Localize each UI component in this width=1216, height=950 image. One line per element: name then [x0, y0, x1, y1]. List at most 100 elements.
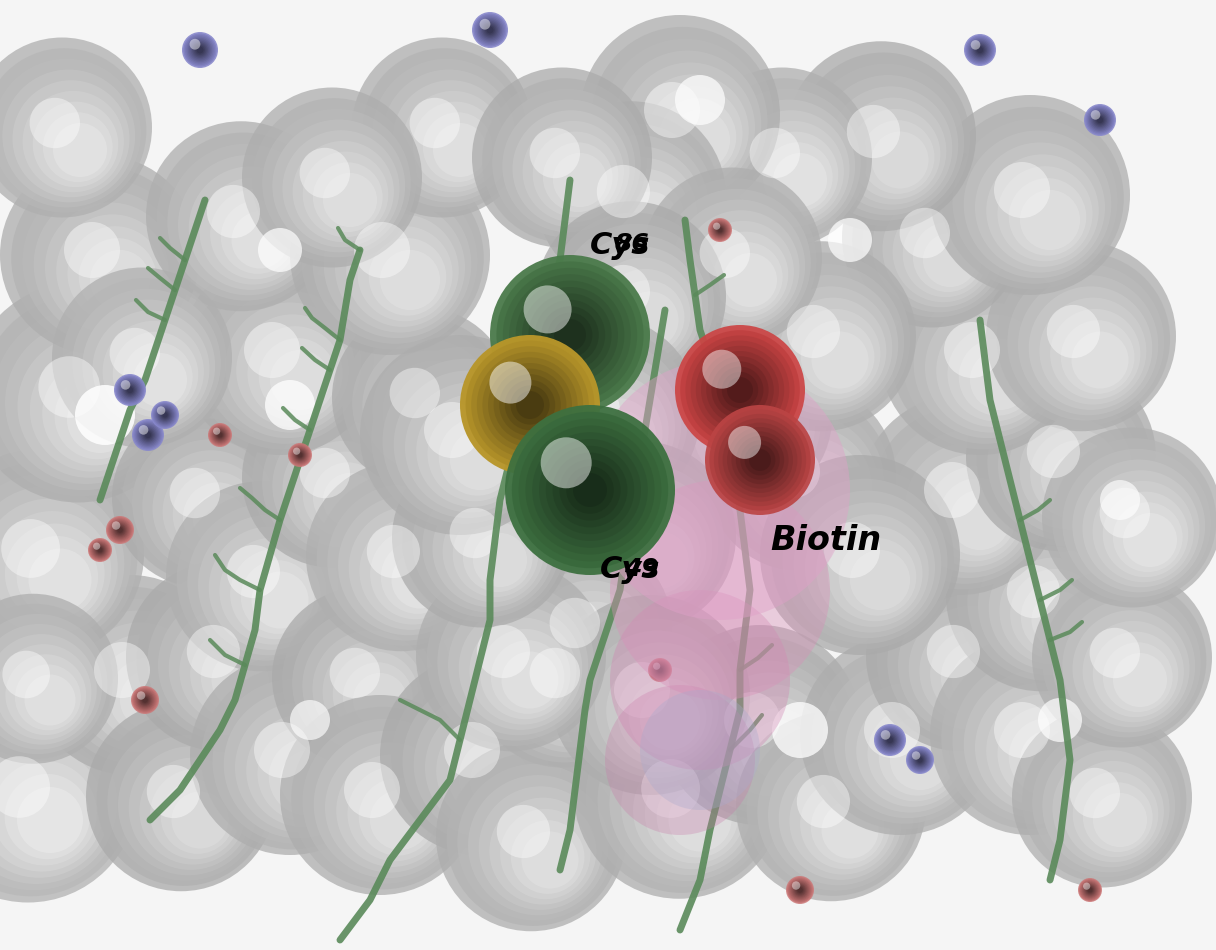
Circle shape	[323, 173, 377, 227]
Circle shape	[969, 39, 991, 61]
Circle shape	[1082, 470, 1199, 587]
Circle shape	[252, 398, 416, 562]
Circle shape	[877, 573, 1051, 746]
Circle shape	[972, 42, 989, 58]
Circle shape	[202, 667, 384, 849]
Circle shape	[913, 291, 1062, 438]
Circle shape	[750, 720, 810, 780]
Circle shape	[910, 750, 930, 770]
Circle shape	[199, 178, 306, 285]
Circle shape	[778, 756, 902, 880]
Circle shape	[865, 702, 921, 758]
Circle shape	[867, 706, 963, 801]
Circle shape	[1026, 425, 1080, 478]
Circle shape	[197, 47, 203, 53]
Circle shape	[640, 690, 700, 750]
Circle shape	[292, 609, 440, 757]
Circle shape	[107, 517, 133, 542]
Circle shape	[877, 727, 903, 753]
Circle shape	[379, 250, 440, 310]
Circle shape	[416, 394, 529, 507]
Circle shape	[610, 590, 790, 770]
Circle shape	[989, 546, 1113, 670]
Circle shape	[659, 98, 736, 176]
Circle shape	[295, 450, 304, 459]
Circle shape	[236, 314, 349, 427]
Circle shape	[413, 393, 467, 447]
Circle shape	[113, 332, 198, 417]
Text: Biotin: Biotin	[770, 523, 882, 557]
Circle shape	[1085, 105, 1115, 135]
Circle shape	[28, 548, 91, 612]
Circle shape	[930, 629, 1020, 719]
Circle shape	[11, 167, 193, 350]
Circle shape	[876, 725, 905, 754]
Circle shape	[744, 445, 776, 475]
Circle shape	[437, 741, 626, 931]
Circle shape	[182, 32, 218, 68]
Circle shape	[133, 419, 164, 451]
Circle shape	[1007, 565, 1060, 618]
Circle shape	[1097, 117, 1103, 124]
Circle shape	[610, 180, 685, 254]
Circle shape	[1038, 698, 1082, 742]
Circle shape	[653, 663, 668, 677]
Circle shape	[941, 640, 1014, 713]
Circle shape	[0, 282, 188, 503]
Circle shape	[792, 882, 800, 890]
Circle shape	[30, 348, 153, 471]
Circle shape	[1010, 569, 1100, 659]
Circle shape	[0, 594, 118, 764]
Circle shape	[886, 737, 894, 743]
Circle shape	[482, 78, 647, 242]
Circle shape	[368, 238, 446, 315]
Circle shape	[590, 360, 850, 620]
Circle shape	[153, 403, 176, 427]
Circle shape	[586, 701, 777, 893]
Circle shape	[146, 122, 336, 312]
Circle shape	[829, 86, 952, 210]
Circle shape	[477, 16, 503, 44]
Circle shape	[91, 541, 109, 560]
Circle shape	[452, 512, 539, 598]
Circle shape	[1091, 110, 1100, 120]
Circle shape	[0, 511, 111, 629]
Circle shape	[282, 130, 400, 247]
Circle shape	[0, 448, 143, 658]
Circle shape	[209, 526, 332, 650]
Circle shape	[23, 91, 124, 192]
Circle shape	[792, 471, 849, 528]
Circle shape	[986, 241, 1176, 431]
Circle shape	[457, 764, 614, 921]
Circle shape	[90, 540, 111, 560]
Circle shape	[190, 39, 210, 61]
Circle shape	[795, 885, 805, 895]
Circle shape	[437, 714, 548, 826]
Circle shape	[811, 790, 884, 864]
Circle shape	[263, 109, 411, 257]
Circle shape	[1032, 729, 1181, 878]
Circle shape	[362, 48, 527, 213]
Circle shape	[621, 292, 679, 349]
Circle shape	[790, 881, 810, 900]
Circle shape	[655, 666, 664, 674]
Circle shape	[680, 331, 800, 449]
Circle shape	[482, 598, 647, 763]
Circle shape	[458, 606, 582, 730]
Circle shape	[512, 559, 660, 708]
Circle shape	[807, 64, 964, 220]
Circle shape	[894, 430, 1041, 579]
Circle shape	[834, 671, 981, 818]
Circle shape	[289, 444, 311, 466]
Circle shape	[358, 226, 452, 321]
Circle shape	[794, 884, 806, 896]
Circle shape	[758, 276, 899, 415]
Circle shape	[351, 37, 533, 218]
Circle shape	[792, 882, 809, 899]
Circle shape	[936, 314, 1048, 427]
Circle shape	[905, 443, 1035, 573]
Circle shape	[447, 595, 589, 735]
Circle shape	[573, 623, 627, 677]
Circle shape	[660, 625, 860, 825]
Circle shape	[259, 338, 337, 416]
